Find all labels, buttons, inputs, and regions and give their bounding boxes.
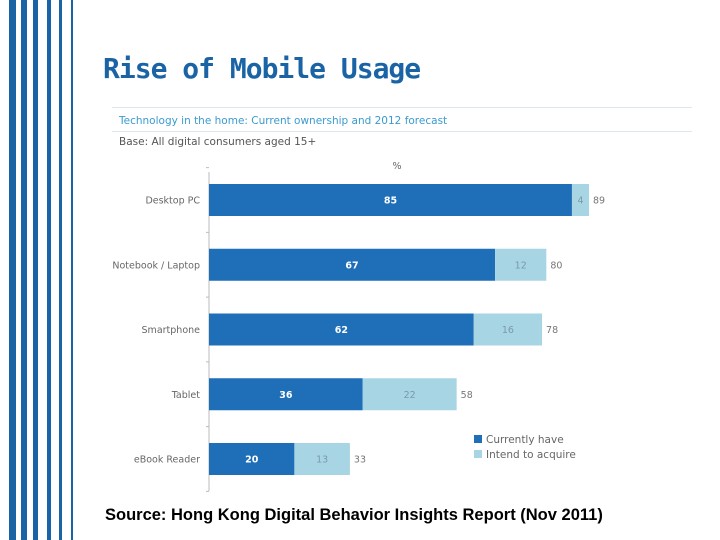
source-note: Source: Hong Kong Digital Behavior Insig…	[105, 506, 603, 524]
data-label: 36	[279, 390, 293, 401]
category-label: Notebook / Laptop	[112, 260, 200, 271]
category-label: Smartphone	[142, 325, 201, 336]
bar-intend	[362, 378, 457, 411]
total-label: 89	[593, 196, 605, 207]
decor-stripe	[71, 0, 73, 540]
unit-label: %	[392, 161, 401, 172]
data-label: 67	[345, 260, 358, 271]
bar-intend	[495, 248, 547, 281]
total-label: 78	[546, 325, 558, 336]
total-label: 80	[550, 260, 562, 271]
decor-stripe	[9, 0, 16, 540]
total-label: 58	[461, 390, 473, 401]
category-label: eBook Reader	[134, 455, 200, 466]
bar-intend	[571, 184, 590, 216]
legend-label: Intend to acquire	[486, 449, 576, 461]
data-label: 13	[316, 455, 328, 466]
total-label: 33	[354, 455, 366, 466]
data-label: 16	[502, 325, 514, 336]
category-label: Tablet	[171, 390, 201, 401]
category-label: Desktop PC	[145, 196, 200, 207]
chart-title: Technology in the home: Current ownershi…	[119, 115, 448, 127]
bar-intend	[294, 443, 350, 475]
decor-stripe	[59, 0, 62, 540]
divider	[112, 107, 692, 108]
bar-current	[209, 378, 363, 411]
bar-current	[209, 248, 496, 281]
data-label: 62	[335, 325, 348, 336]
bar-intend	[473, 313, 543, 346]
data-label: 20	[245, 455, 259, 466]
slide-title: Rise of Mobile Usage	[103, 52, 421, 85]
bar-current	[209, 184, 572, 216]
data-label: 85	[384, 196, 397, 207]
legend-swatch	[474, 450, 482, 458]
decor-stripe	[47, 0, 51, 540]
legend-swatch	[474, 435, 482, 443]
decor-stripe	[33, 0, 38, 540]
bar-current	[209, 443, 295, 475]
decor-stripe	[21, 0, 27, 540]
chart-subtitle: Base: All digital consumers aged 15+	[119, 136, 317, 148]
bar-current	[209, 313, 474, 346]
legend-label: Currently have	[486, 434, 564, 446]
divider	[112, 131, 692, 132]
data-label: 4	[577, 196, 583, 207]
data-label: 12	[515, 260, 527, 271]
data-label: 22	[404, 390, 416, 401]
